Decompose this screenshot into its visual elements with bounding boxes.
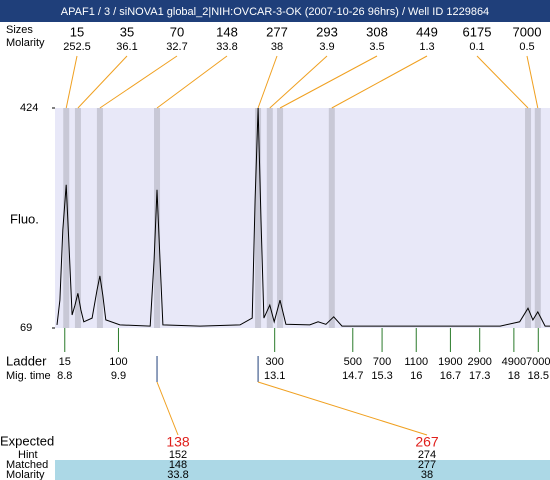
ladder-size: 100 [109, 356, 127, 368]
hint-label: Hint [18, 449, 38, 461]
trace [56, 107, 550, 327]
peak-leader [65, 55, 78, 109]
title: APAF1 / 3 / siNOVA1 global_2|NIH:OVCAR-3… [61, 6, 489, 18]
ladder-size: 2900 [467, 356, 491, 368]
expected-leader [156, 381, 179, 436]
plot-area [55, 108, 550, 328]
ladder-time: 16 [410, 370, 422, 382]
peak-band [96, 108, 103, 328]
expected-label: Expected [0, 433, 54, 448]
matched: 277 [418, 459, 436, 471]
matched-molarity: 38 [421, 469, 433, 480]
ladder-time: 18.5 [528, 370, 549, 382]
y-axis-label: Fluo. [10, 211, 39, 226]
peak-leader [156, 55, 228, 109]
peak-band [525, 108, 532, 328]
matched-band [55, 460, 550, 470]
hint: 274 [418, 449, 436, 461]
peak-band [74, 108, 81, 328]
peak-molarity: 33.8 [216, 41, 237, 53]
peak-size: 15 [70, 24, 84, 39]
peak-molarity: 1.3 [419, 41, 434, 53]
peak-molarity: 252.5 [63, 41, 91, 53]
y-tick-label: 69 [20, 322, 32, 334]
peak-band [266, 108, 273, 328]
peak-leader [526, 55, 539, 109]
ladder-label: Ladder [6, 353, 47, 368]
expected-size: 138 [166, 434, 190, 450]
molarity-label: Molarity [6, 37, 45, 49]
peak-molarity: 32.7 [166, 41, 187, 53]
peak-molarity: 0.1 [469, 41, 484, 53]
molarity-band [55, 470, 550, 480]
matched-label: Matched [6, 459, 48, 471]
ladder-size: 300 [265, 356, 283, 368]
peak-size: 449 [416, 24, 438, 39]
peak-molarity: 0.5 [519, 41, 534, 53]
matched: 148 [169, 459, 187, 471]
peak-size: 277 [266, 24, 288, 39]
ladder-time: 17.3 [469, 370, 490, 382]
peak-molarity: 3.5 [369, 41, 384, 53]
peak-molarity: 3.9 [319, 41, 334, 53]
y-tick-label: 424 [20, 102, 38, 114]
peak-band [154, 108, 161, 328]
ladder-size: 500 [344, 356, 362, 368]
peak-band [255, 108, 262, 328]
ladder-size: 700 [373, 356, 391, 368]
expected-size: 267 [415, 434, 439, 450]
peak-leader [331, 55, 428, 109]
ladder-size: 1100 [404, 356, 428, 368]
peak-band [534, 108, 541, 328]
peak-band [328, 108, 335, 328]
peak-size: 7000 [513, 24, 542, 39]
peak-band [63, 108, 70, 328]
peak-leader [279, 55, 378, 109]
sizes-label: Sizes [6, 24, 33, 36]
ladder-size: 7000 [526, 356, 550, 368]
peak-size: 6175 [463, 24, 492, 39]
ladder-time: 8.8 [57, 370, 72, 382]
peak-leader [476, 55, 529, 109]
peak-leader [99, 55, 178, 109]
ladder-size: 4900 [502, 356, 526, 368]
ladder-time: 9.9 [111, 370, 126, 382]
ladder-time: 13.1 [264, 370, 285, 382]
peak-size: 35 [120, 24, 134, 39]
molarity-bottom-label: Molarity [6, 469, 45, 480]
ladder-time: 15.3 [371, 370, 392, 382]
peak-leader [257, 55, 278, 109]
ladder-time: 16.7 [440, 370, 461, 382]
peak-molarity: 38 [271, 41, 283, 53]
matched-molarity: 33.8 [167, 469, 188, 480]
mig-time-label: Mig. time [6, 370, 51, 382]
ladder-size: 1900 [438, 356, 462, 368]
ladder-time: 18 [508, 370, 520, 382]
ladder-size: 15 [59, 356, 71, 368]
peak-leader [269, 55, 328, 109]
expected-leader [257, 381, 428, 436]
ladder-time: 14.7 [342, 370, 363, 382]
hint: 152 [169, 449, 187, 461]
peak-size: 70 [170, 24, 184, 39]
peak-size: 293 [316, 24, 338, 39]
title-bar [0, 0, 550, 22]
peak-leader [77, 55, 128, 109]
peak-size: 308 [366, 24, 388, 39]
peak-size: 148 [216, 24, 238, 39]
peak-molarity: 36.1 [116, 41, 137, 53]
peak-band [277, 108, 284, 328]
